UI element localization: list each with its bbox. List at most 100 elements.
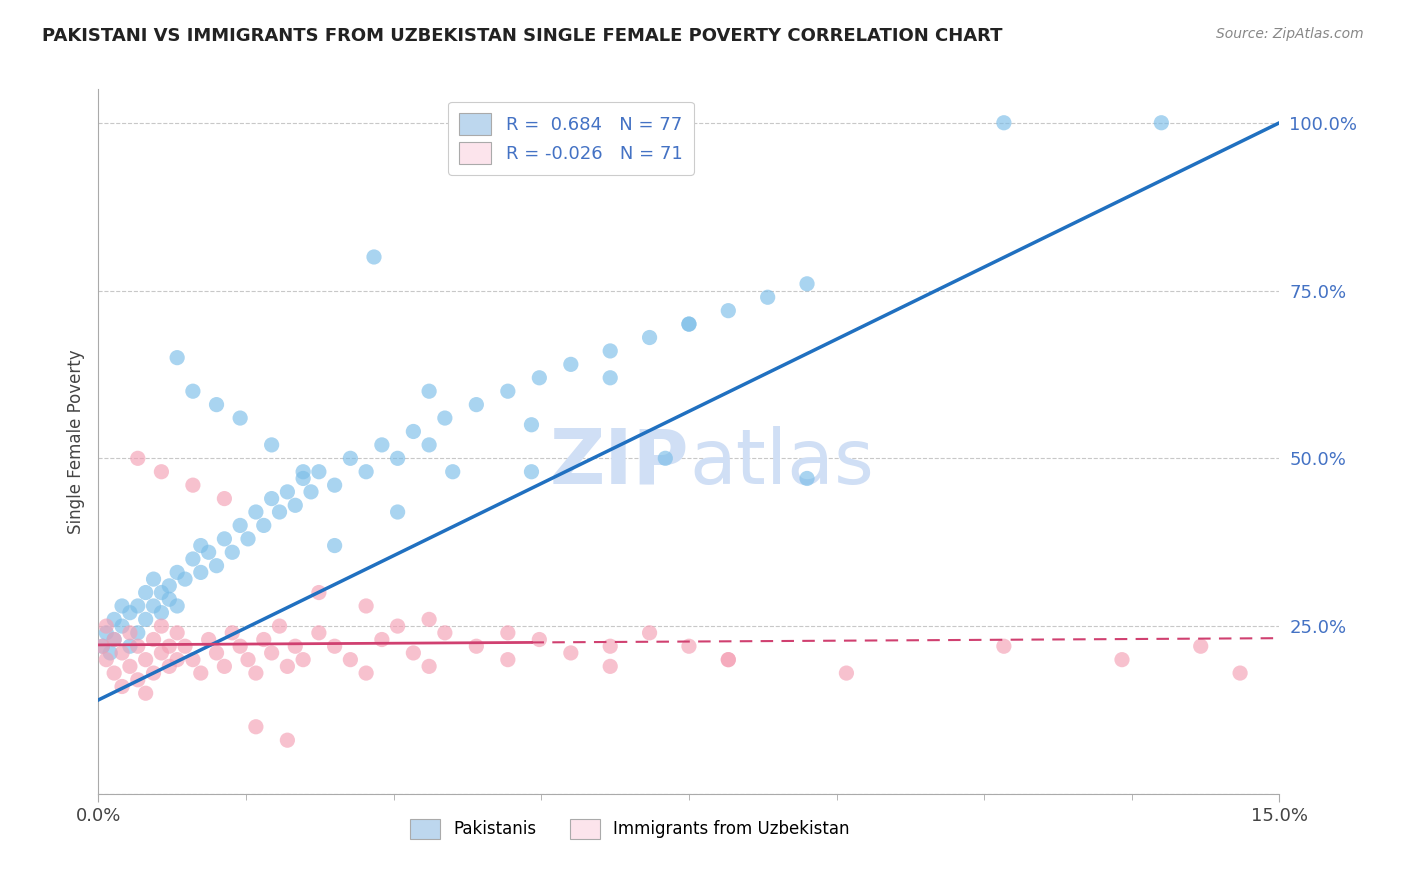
Point: [796, 471, 818, 485]
Point: [253, 518, 276, 533]
Point: [103, 632, 125, 647]
Text: atlas: atlas: [689, 425, 873, 500]
Point: [157, 579, 180, 593]
Point: [236, 532, 259, 546]
Point: [433, 625, 456, 640]
Point: [157, 659, 180, 673]
Point: [142, 632, 165, 647]
Point: [111, 619, 134, 633]
Point: [1111, 653, 1133, 667]
Point: [118, 639, 141, 653]
Point: [127, 451, 149, 466]
Point: [292, 471, 315, 485]
Point: [150, 465, 173, 479]
Point: [654, 451, 676, 466]
Point: [560, 357, 582, 371]
Point: [993, 116, 1015, 130]
Point: [245, 720, 267, 734]
Point: [221, 625, 243, 640]
Point: [96, 653, 118, 667]
Point: [166, 625, 188, 640]
Point: [638, 625, 661, 640]
Point: [323, 639, 346, 653]
Point: [157, 592, 180, 607]
Point: [197, 632, 219, 647]
Point: [150, 606, 173, 620]
Point: [993, 639, 1015, 653]
Point: [354, 666, 377, 681]
Point: [111, 599, 134, 613]
Point: [402, 646, 425, 660]
Point: [284, 639, 307, 653]
Point: [260, 491, 283, 506]
Point: [387, 451, 409, 466]
Point: [496, 384, 519, 399]
Point: [229, 411, 252, 425]
Point: [418, 659, 440, 673]
Point: [269, 619, 291, 633]
Point: [796, 277, 818, 291]
Point: [520, 465, 543, 479]
Point: [127, 599, 149, 613]
Point: [96, 625, 118, 640]
Point: [166, 351, 188, 365]
Point: [363, 250, 385, 264]
Point: [111, 646, 134, 660]
Point: [142, 599, 165, 613]
Point: [245, 505, 267, 519]
Point: [308, 625, 330, 640]
Point: [599, 343, 621, 358]
Point: [308, 465, 330, 479]
Point: [465, 398, 488, 412]
Point: [205, 398, 228, 412]
Point: [529, 632, 551, 647]
Legend: Pakistanis, Immigrants from Uzbekistan: Pakistanis, Immigrants from Uzbekistan: [401, 809, 859, 849]
Point: [529, 371, 551, 385]
Point: [174, 572, 197, 586]
Point: [599, 639, 621, 653]
Point: [118, 625, 141, 640]
Point: [135, 686, 157, 700]
Point: [260, 438, 283, 452]
Point: [1229, 666, 1251, 681]
Point: [371, 438, 394, 452]
Point: [91, 639, 114, 653]
Point: [756, 290, 779, 304]
Point: [560, 646, 582, 660]
Point: [142, 666, 165, 681]
Point: [599, 371, 621, 385]
Point: [276, 659, 298, 673]
Point: [214, 491, 236, 506]
Point: [127, 625, 149, 640]
Point: [150, 646, 173, 660]
Point: [111, 680, 134, 694]
Point: [229, 518, 252, 533]
Point: [638, 330, 661, 344]
Point: [166, 599, 188, 613]
Point: [835, 666, 858, 681]
Point: [190, 539, 212, 553]
Point: [197, 545, 219, 559]
Point: [127, 639, 149, 653]
Point: [276, 733, 298, 747]
Point: [284, 498, 307, 512]
Point: [166, 653, 188, 667]
Point: [717, 653, 740, 667]
Point: [323, 539, 346, 553]
Point: [229, 639, 252, 653]
Point: [142, 572, 165, 586]
Point: [181, 384, 204, 399]
Point: [292, 465, 315, 479]
Point: [181, 552, 204, 566]
Point: [1150, 116, 1173, 130]
Point: [236, 653, 259, 667]
Point: [260, 646, 283, 660]
Point: [96, 619, 118, 633]
Point: [214, 532, 236, 546]
Point: [339, 451, 361, 466]
Point: [678, 317, 700, 331]
Point: [190, 666, 212, 681]
Point: [98, 646, 121, 660]
Point: [103, 632, 125, 647]
Point: [135, 653, 157, 667]
